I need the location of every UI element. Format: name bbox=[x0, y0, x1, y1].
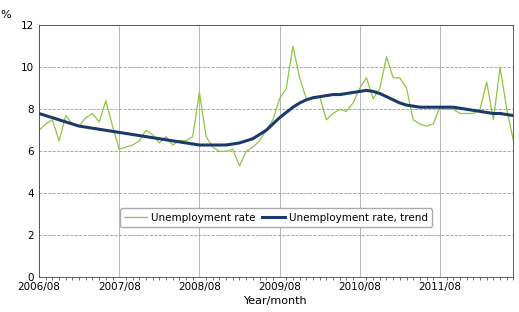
Y-axis label: %: % bbox=[1, 10, 11, 20]
Unemployment rate bbox=[290, 44, 296, 48]
Unemployment rate, trend bbox=[510, 114, 516, 117]
Unemployment rate bbox=[36, 129, 42, 132]
Unemployment rate bbox=[510, 139, 516, 143]
Unemployment rate bbox=[350, 101, 356, 105]
Unemployment rate, trend bbox=[310, 96, 316, 100]
Unemployment rate bbox=[236, 164, 242, 168]
Unemployment rate, trend bbox=[196, 143, 202, 147]
Unemployment rate, trend bbox=[363, 89, 370, 92]
Unemployment rate bbox=[370, 97, 376, 101]
Unemployment rate, trend bbox=[36, 112, 42, 115]
Line: Unemployment rate: Unemployment rate bbox=[39, 46, 513, 166]
Line: Unemployment rate, trend: Unemployment rate, trend bbox=[39, 90, 513, 145]
Unemployment rate bbox=[196, 90, 202, 94]
Unemployment rate bbox=[103, 99, 109, 103]
Unemployment rate, trend bbox=[343, 92, 349, 95]
Unemployment rate bbox=[484, 80, 490, 84]
Unemployment rate, trend bbox=[370, 90, 376, 93]
Unemployment rate, trend bbox=[203, 143, 209, 147]
Unemployment rate, trend bbox=[484, 110, 490, 114]
Unemployment rate bbox=[317, 95, 323, 99]
Unemployment rate, trend bbox=[103, 129, 109, 132]
Legend: Unemployment rate, Unemployment rate, trend: Unemployment rate, Unemployment rate, tr… bbox=[120, 208, 432, 227]
X-axis label: Year/month: Year/month bbox=[244, 296, 308, 306]
